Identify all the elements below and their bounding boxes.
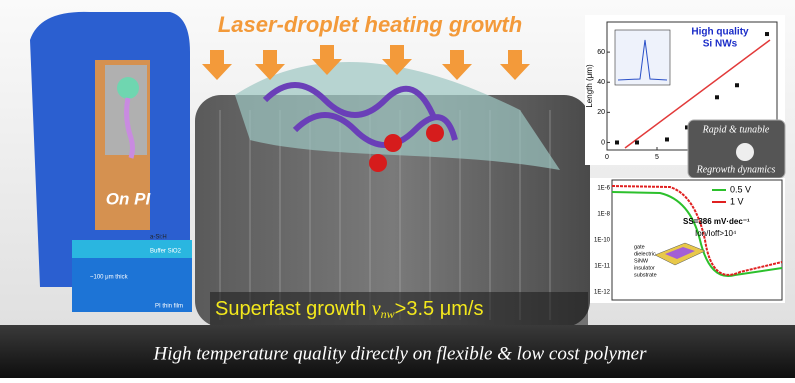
data-point	[715, 95, 719, 99]
stack-label: substrate	[634, 272, 657, 278]
y-tick-label: 1E-6	[597, 186, 610, 192]
growth-rate: Superfast growth vnw>3.5 μm/s	[215, 298, 483, 321]
plot-background	[590, 178, 785, 303]
droplet	[369, 154, 387, 172]
caption: High temperature quality directly on fle…	[152, 343, 647, 364]
data-point	[635, 140, 639, 144]
y-axis-label: Length (μm)	[585, 64, 594, 108]
layer-label: a-Si:H	[150, 235, 167, 241]
droplet	[426, 124, 444, 142]
stack-label: SiNW	[634, 258, 649, 264]
rate-subscript: nw	[381, 307, 395, 321]
legend-label: 1 V	[730, 196, 744, 206]
y-tick-label: 20	[597, 109, 605, 116]
ss-text: SS=386 mV·dec⁻¹	[683, 217, 750, 226]
y-tick-label: 40	[597, 79, 605, 86]
on-pi-label: On PI	[106, 189, 152, 208]
graphical-abstract: Laser-droplet heating growth On PI a-Si:…	[0, 0, 795, 378]
x-tick-label: 5	[655, 154, 659, 161]
stack-label: insulator	[634, 265, 655, 271]
y-tick-label: 0	[601, 139, 605, 146]
y-tick-label: 1E-10	[594, 238, 611, 244]
y-tick-label: 1E-8	[597, 212, 610, 218]
badge: High quality	[691, 27, 749, 38]
title: Laser-droplet heating growth	[218, 12, 522, 37]
droplet	[736, 143, 754, 161]
stack-label: gate	[634, 244, 645, 250]
rate-value: >3.5 μm/s	[395, 298, 484, 320]
rate-symbol: v	[372, 298, 381, 320]
badge: Regrowth dynamics	[696, 164, 776, 175]
data-point	[735, 83, 739, 87]
x-tick-label: 0	[605, 154, 609, 161]
y-tick-label: 1E-12	[594, 290, 611, 296]
layer-label: PI thin film	[155, 304, 183, 310]
layer-label: ~100 μm thick	[90, 275, 129, 281]
legend-label: 0.5 V	[730, 184, 751, 194]
badge: Si NWs	[703, 39, 738, 50]
droplet	[117, 77, 139, 99]
growth-text: Superfast growth	[215, 298, 366, 320]
layer-label: Buffer SiO2	[150, 249, 182, 255]
droplet	[384, 134, 402, 152]
transistor-plot: 0.5 V 1 V SS=386 mV·dec⁻¹ Ion/Ioff>10⁴ 1…	[590, 178, 785, 303]
stack-label: dielectric	[634, 251, 656, 257]
badge: Rapid & tunable	[702, 124, 770, 135]
data-point	[765, 32, 769, 36]
ratio-text: Ion/Ioff>10⁴	[695, 229, 737, 238]
data-point	[665, 137, 669, 141]
y-tick-label: 1E-11	[594, 264, 610, 270]
data-point	[615, 140, 619, 144]
y-tick-label: 60	[597, 49, 605, 56]
